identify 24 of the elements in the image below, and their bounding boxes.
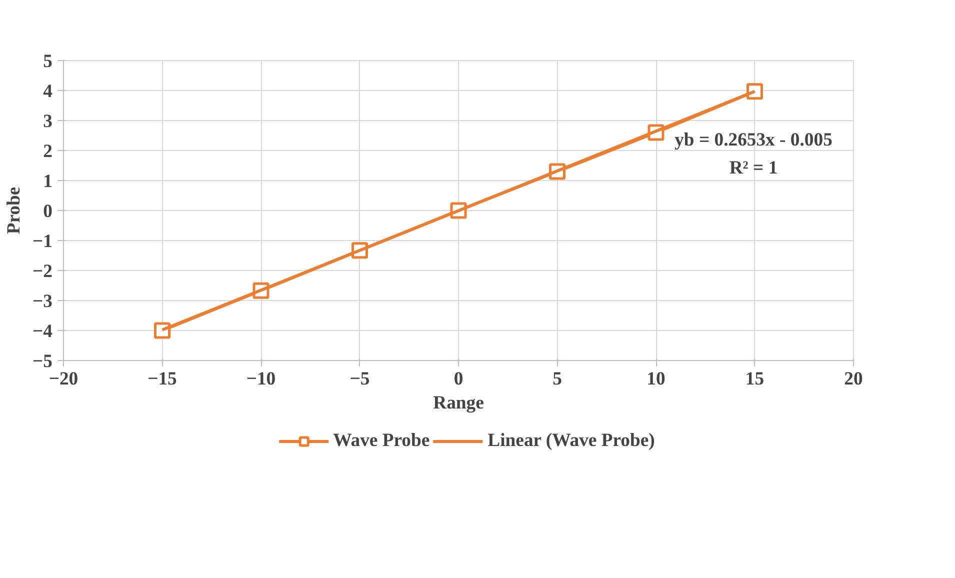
x-tick-label: 20 — [844, 368, 863, 390]
x-tick-label: 5 — [552, 368, 562, 390]
y-tick-label: 2 — [43, 141, 52, 162]
x-tick-label: −5 — [350, 368, 370, 390]
y-tick-label: −1 — [32, 231, 53, 252]
x-tick-label: −15 — [148, 368, 177, 390]
annotation: yb = 0.2653x - 0.005 — [674, 130, 832, 150]
y-tick-label: −2 — [32, 261, 53, 282]
y-tick-label: 4 — [43, 81, 52, 102]
y-tick-label: 3 — [43, 111, 52, 132]
y-tick-label: 0 — [43, 201, 52, 222]
x-tick-label: 15 — [745, 368, 764, 390]
y-tick-label: 5 — [43, 51, 52, 72]
y-axis-title: Probe — [4, 186, 25, 234]
legend-label: Linear (Wave Probe) — [488, 430, 655, 452]
legend-label: Wave Probe — [333, 430, 430, 452]
y-tick-label: −4 — [32, 321, 53, 342]
x-tick-label: 10 — [646, 368, 666, 390]
x-tick-label: 0 — [454, 368, 464, 390]
y-tick-label: −3 — [32, 291, 53, 312]
x-axis-title: Range — [433, 392, 484, 414]
y-tick-label: 1 — [43, 171, 52, 192]
x-tick-label: −10 — [246, 368, 276, 390]
annotation: R² = 1 — [729, 158, 778, 178]
